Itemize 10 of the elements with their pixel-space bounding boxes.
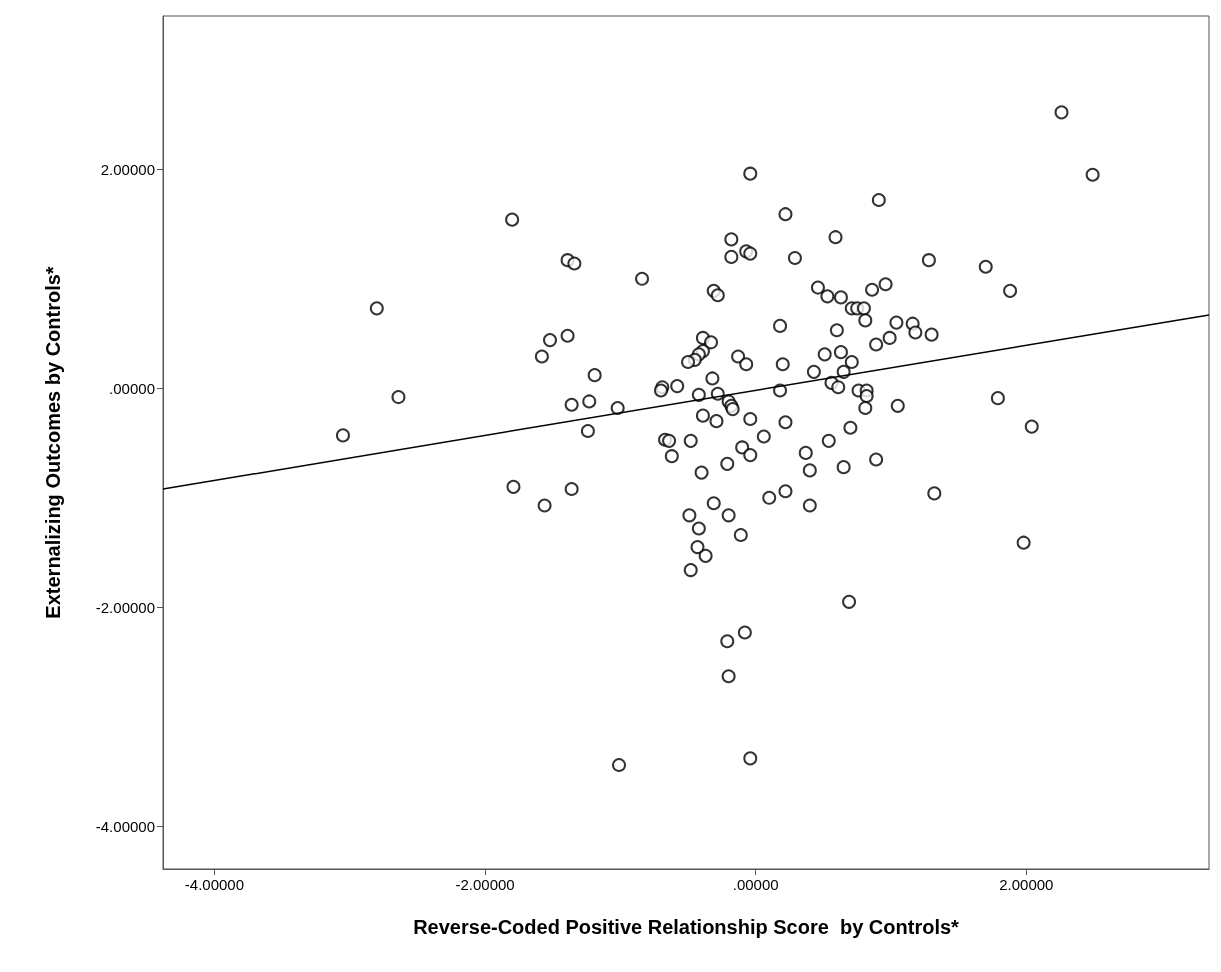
y-tick-label: .00000 (109, 379, 155, 397)
x-tick-label: -2.00000 (455, 876, 515, 893)
y-tick-label: -4.00000 (95, 817, 155, 835)
x-axis-title: Reverse-Coded Positive Relationship Score by Controls* (413, 916, 960, 938)
x-tick-label: 2.00000 (999, 876, 1054, 893)
x-tick-label: .00000 (732, 876, 779, 893)
y-tick-label: 2.00000 (100, 160, 155, 178)
x-tick-label: -4.00000 (184, 876, 245, 893)
y-axis-title: Externalizing Outcomes by Controls* (42, 266, 64, 619)
y-tick-label: -2.00000 (95, 598, 155, 616)
